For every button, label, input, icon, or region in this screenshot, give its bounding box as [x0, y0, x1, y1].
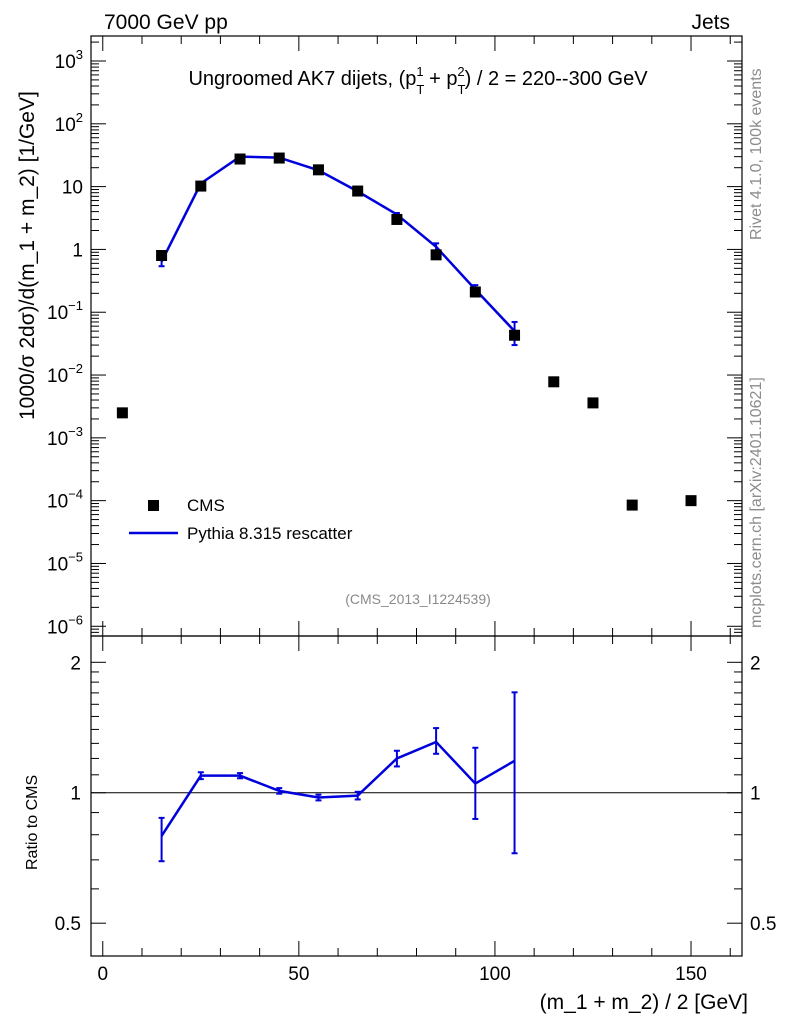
- cms-data-point: [626, 499, 638, 511]
- cms-data-point: [430, 249, 442, 261]
- y-tick-label: 102: [55, 110, 83, 136]
- y-tick-label: 10−2: [47, 361, 83, 387]
- x-axis-label: (m_1 + m_2) / 2 [GeV]: [540, 991, 748, 1014]
- pythia-line: [160, 155, 516, 332]
- main-y-ticks: 10−6 10−5 10−4 10−3 10−2 10−1 1 10 102 103: [47, 41, 742, 638]
- x-tick-label: 0: [97, 964, 108, 985]
- x-tick-label: 100: [479, 964, 511, 985]
- x-tick-label: 150: [675, 964, 707, 985]
- header-right: Jets: [691, 11, 730, 34]
- y-tick-label: 10−3: [47, 424, 83, 450]
- cms-data-point: [352, 185, 364, 197]
- y-tick-label: 10−4: [47, 487, 83, 513]
- cms-data-point: [587, 397, 599, 409]
- cms-data-point: [548, 376, 560, 388]
- ratio-y-tick-label: 2: [70, 653, 81, 674]
- legend: CMS Pythia 8.315 rescatter: [129, 496, 353, 543]
- y-tick-label: 10−6: [47, 612, 83, 638]
- ratio-y-tick-label-right: 1: [750, 784, 761, 805]
- side-label-bottom: mcplots.cern.ch [arXiv:2401.10621]: [748, 377, 765, 628]
- cms-data-point: [273, 152, 285, 164]
- cms-data-point: [156, 250, 168, 262]
- legend-cms-marker: [148, 500, 159, 511]
- main-y-label: 1000/σ 2dσ)/d(m_1 + m_2) [1/GeV]: [16, 91, 39, 420]
- side-label-top: Rivet 4.1.0, 100k events: [748, 68, 765, 240]
- cms-data-point: [685, 495, 697, 507]
- legend-pythia-label: Pythia 8.315 rescatter: [187, 524, 353, 543]
- y-tick-label: 10: [62, 178, 83, 199]
- cms-data-point: [509, 329, 521, 341]
- ratio-series: [91, 691, 742, 863]
- ratio-y-tick-label-right: 2: [750, 653, 761, 674]
- cms-data-point: [391, 213, 403, 225]
- y-tick-label: 10−5: [47, 549, 83, 575]
- ratio-y-tick-label-right: 0.5: [750, 914, 776, 935]
- ratio-y-label: Ratio to CMS: [24, 775, 41, 870]
- main-x-ticks: [102, 36, 731, 636]
- x-tick-label: 50: [288, 964, 309, 985]
- cms-data-point: [116, 407, 128, 419]
- cms-data-point: [469, 286, 481, 298]
- main-plot-frame: [90, 35, 743, 637]
- header-left: 7000 GeV pp: [104, 11, 228, 34]
- y-tick-label: 10−1: [47, 298, 83, 324]
- ratio-line: [160, 740, 516, 837]
- ratio-y-ticks: 0.5 0.5 1 1 2 2: [55, 653, 777, 935]
- ratio-y-tick-label: 1: [70, 784, 81, 805]
- cms-data-point: [312, 164, 324, 176]
- cms-data-point: [195, 180, 207, 192]
- main-title: Ungroomed AK7 dijets, (pT1 + pT2) / 2 = …: [188, 64, 648, 97]
- y-tick-label: 103: [55, 47, 83, 73]
- ratio-y-tick-label: 0.5: [55, 914, 81, 935]
- ratio-x-ticks: 0 50 100 150: [97, 636, 731, 985]
- y-tick-label: 1: [72, 240, 83, 261]
- analysis-id: (CMS_2013_I1224539): [345, 591, 491, 607]
- cms-data-point: [234, 153, 246, 165]
- legend-cms-label: CMS: [187, 496, 225, 515]
- main-series: [116, 152, 697, 511]
